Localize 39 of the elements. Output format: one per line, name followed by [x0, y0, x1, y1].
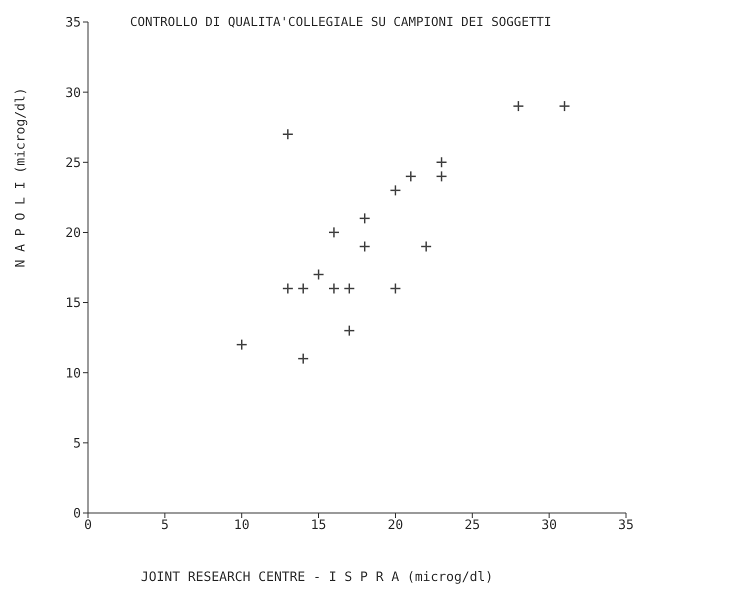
point [236, 338, 248, 350]
x-tick-label: 15 [310, 518, 326, 534]
y-tick-label: 20 [65, 226, 81, 242]
point [282, 128, 294, 140]
x-tick-label: 35 [618, 518, 634, 534]
point [390, 282, 402, 294]
y-tick-label: 10 [65, 366, 81, 382]
y-axis-title: N A P O L I (microg/dl) [14, 87, 29, 268]
point [512, 100, 524, 112]
point [405, 170, 417, 182]
x-tick-label: 25 [464, 518, 480, 534]
y-tick-label: 25 [65, 156, 81, 171]
point [390, 184, 402, 196]
x-tick-label: 20 [388, 518, 404, 534]
point [358, 212, 370, 224]
x-tick-label: 10 [234, 518, 250, 534]
point [344, 324, 356, 336]
point [297, 352, 309, 364]
point [436, 170, 448, 182]
y-tick-label: 15 [65, 296, 81, 312]
y-tick-label: 0 [73, 506, 81, 522]
y-tick-label: 5 [73, 436, 81, 452]
point [282, 282, 294, 294]
point [328, 226, 340, 238]
point [558, 100, 570, 112]
point [297, 282, 309, 294]
point [312, 268, 324, 280]
point [358, 240, 370, 252]
x-tick-label: 0 [84, 518, 92, 534]
point [328, 282, 340, 294]
y-tick-label: 35 [65, 16, 81, 31]
x-axis-title: JOINT RESEARCH CENTRE - I S P R A (microg/dl) [140, 570, 494, 585]
x-tick-label: 30 [541, 518, 557, 534]
point [344, 282, 356, 294]
point [420, 240, 432, 252]
chart-title: CONTROLLO DI QUALITA'COLLEGIALE SU CAMPIONI DEI SOGGETTI [130, 14, 552, 29]
y-tick-label: 30 [65, 86, 81, 101]
x-tick-label: 5 [160, 518, 169, 534]
point [436, 156, 448, 168]
